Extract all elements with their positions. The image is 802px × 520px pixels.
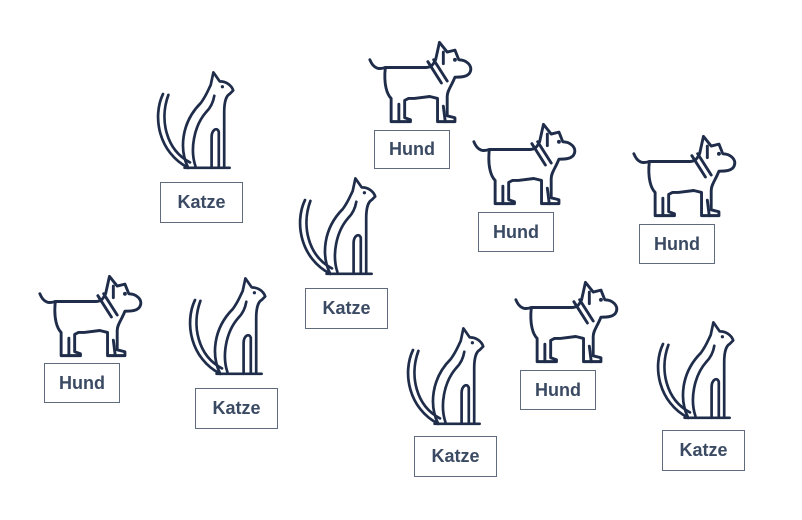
dog-icon bbox=[366, 36, 482, 128]
cat-icon bbox=[296, 168, 386, 286]
dog-figure: Hund bbox=[470, 118, 590, 254]
cat-icon bbox=[186, 268, 276, 386]
dog-figure: Hund bbox=[366, 36, 486, 170]
dog-figure: Hund bbox=[36, 270, 156, 406]
cat-label: Katze bbox=[662, 430, 745, 471]
cat-figure: Katze bbox=[404, 318, 504, 478]
dog-icon bbox=[512, 276, 628, 368]
dog-label: Hund bbox=[478, 212, 554, 252]
cat-icon bbox=[654, 312, 744, 430]
cat-figure: Katze bbox=[296, 168, 396, 330]
dog-label: Hund bbox=[374, 130, 450, 169]
cat-icon bbox=[404, 318, 494, 436]
dog-label: Hund bbox=[639, 224, 715, 264]
dog-icon bbox=[36, 270, 152, 362]
cat-label: Katze bbox=[414, 436, 497, 477]
dog-icon bbox=[630, 130, 746, 222]
dog-figure: Hund bbox=[512, 276, 632, 412]
cat-label: Katze bbox=[305, 288, 388, 329]
cat-label: Katze bbox=[160, 182, 243, 223]
cat-label: Katze bbox=[195, 388, 278, 429]
dog-figure: Hund bbox=[630, 130, 750, 266]
cat-icon bbox=[154, 62, 244, 180]
dog-label: Hund bbox=[520, 370, 596, 410]
cat-figure: Katze bbox=[154, 62, 254, 226]
dog-icon bbox=[470, 118, 586, 210]
cat-figure: Katze bbox=[186, 268, 286, 430]
cat-figure: Katze bbox=[654, 312, 754, 474]
dog-label: Hund bbox=[44, 363, 120, 403]
